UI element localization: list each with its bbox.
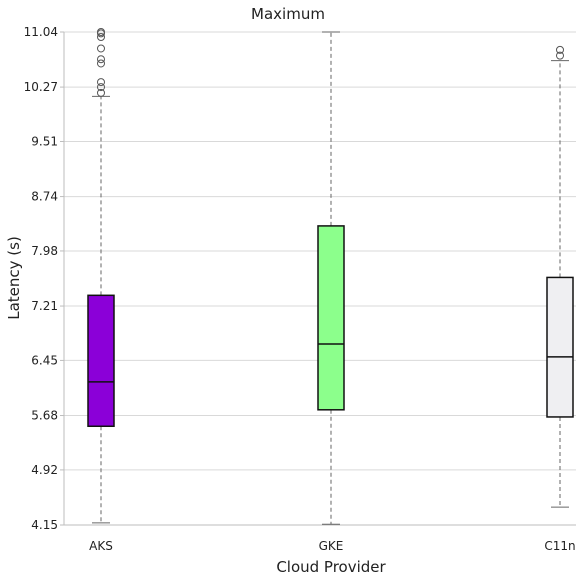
outlier-point — [97, 33, 105, 42]
box-c11n — [546, 45, 574, 508]
outlier-point — [97, 44, 105, 53]
box-iqr — [546, 276, 574, 418]
outlier-point — [97, 88, 105, 97]
outlier-point — [556, 45, 564, 54]
outlier-point — [97, 59, 105, 68]
y-tick-label: 5.68 — [31, 409, 58, 423]
box-iqr — [317, 225, 345, 411]
x-axis-title: Cloud Provider — [276, 558, 386, 576]
y-tick-label: 10.27 — [24, 80, 58, 94]
y-tick-label: 4.92 — [31, 463, 58, 477]
y-axis-title: Latency (s) — [5, 236, 23, 320]
y-tick-labels: 4.15 4.92 5.68 6.45 7.21 7.98 8.74 9.51 10.27 11.… — [24, 25, 64, 532]
outlier-point — [97, 28, 105, 36]
y-tick-label: 4.15 — [31, 518, 58, 532]
x-tick-label: AKS — [89, 539, 113, 553]
outlier-point — [556, 51, 564, 60]
y-tick-label: 8.74 — [31, 190, 58, 204]
box-aks — [87, 28, 115, 524]
y-tick-label: 7.98 — [31, 244, 58, 258]
x-tick-labels: AKS GKE C11n — [89, 539, 575, 553]
x-tick-label: GKE — [319, 539, 344, 553]
y-tick-label: 11.04 — [24, 25, 58, 39]
y-tick-label: 7.21 — [31, 299, 58, 313]
box-gke — [317, 31, 345, 525]
boxes — [87, 28, 574, 525]
outlier-point — [97, 78, 105, 87]
y-tick-label: 9.51 — [31, 134, 58, 148]
box-iqr — [87, 294, 115, 428]
x-tick-label: C11n — [544, 539, 575, 553]
outlier-point — [97, 55, 105, 64]
y-tick-label: 6.45 — [31, 353, 58, 367]
chart-title: Maximum — [251, 5, 325, 23]
outlier-point — [97, 83, 105, 92]
